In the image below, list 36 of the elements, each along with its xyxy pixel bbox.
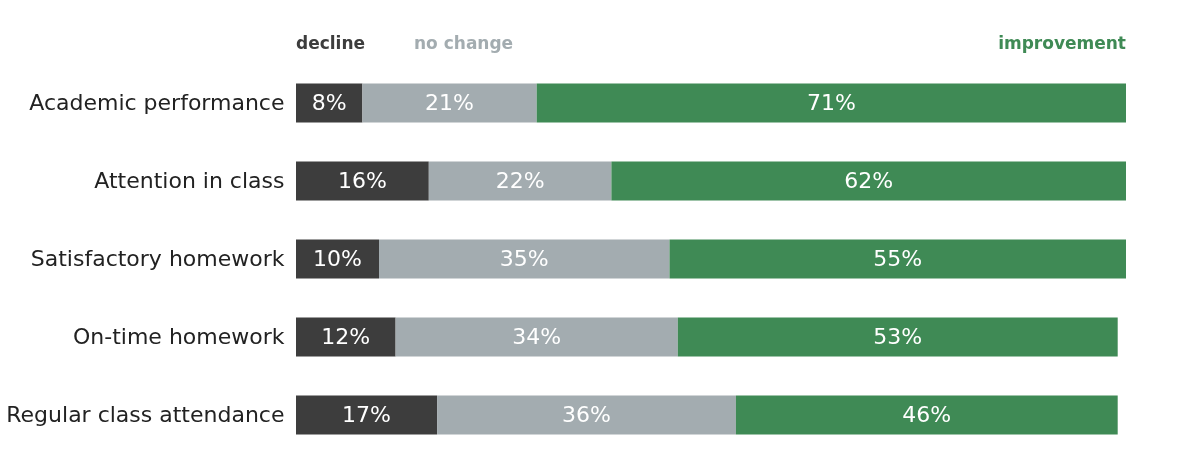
bar — [677, 317, 1118, 357]
data-label: 16% — [337, 168, 387, 193]
data-label: 62% — [844, 168, 894, 193]
bar — [735, 395, 1118, 435]
bar — [437, 395, 736, 435]
data-label: 46% — [902, 402, 952, 427]
data-label: 8% — [311, 90, 347, 115]
bar — [395, 317, 678, 357]
data-label: 17% — [342, 402, 391, 427]
series-label: decline — [296, 33, 366, 53]
data-label: 21% — [425, 90, 474, 115]
data-label: 12% — [321, 324, 371, 349]
series-label: improvement — [998, 33, 1126, 53]
data-label: 36% — [562, 402, 611, 427]
data-label: 35% — [499, 246, 549, 271]
bar — [296, 161, 429, 201]
y-tick-label: Regular class attendance — [6, 402, 285, 427]
data-label: 34% — [512, 324, 562, 349]
y-tick-label: Attention in class — [94, 168, 285, 193]
bar — [362, 83, 537, 123]
data-label: 10% — [313, 246, 362, 271]
bar — [428, 161, 612, 201]
bar — [669, 239, 1126, 279]
bar — [296, 317, 396, 357]
bar — [611, 161, 1126, 201]
bar — [296, 395, 438, 435]
y-tick-label: Academic performance — [29, 90, 285, 115]
bar — [379, 239, 670, 279]
data-label: 55% — [873, 246, 923, 271]
bar — [536, 83, 1126, 123]
y-tick-label: On-time homework — [72, 324, 285, 349]
data-label: 71% — [806, 90, 856, 115]
y-tick-label: Satisfactory homework — [30, 246, 285, 271]
data-label: 53% — [873, 324, 923, 349]
series-label: no change — [414, 33, 514, 53]
data-label: 22% — [495, 168, 545, 193]
